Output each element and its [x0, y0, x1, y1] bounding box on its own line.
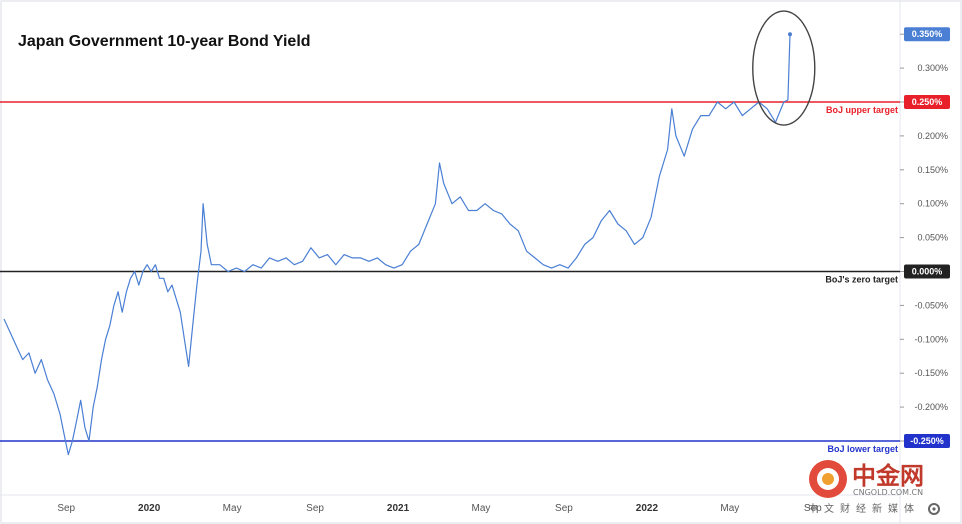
x-tick-label: Sep — [57, 503, 75, 514]
highlight-ellipse — [752, 10, 816, 126]
x-tick-label: May — [223, 503, 242, 514]
reference-line-label: BoJ upper target — [826, 105, 898, 115]
reference-line-label: BoJ's zero target — [825, 275, 898, 285]
y-tick-label: -0.050% — [914, 300, 948, 310]
last-value-badge-text: 0.350% — [912, 29, 943, 39]
reference-badge-text: 0.000% — [912, 267, 943, 277]
reference-line-label: BoJ lower target — [827, 444, 898, 454]
y-tick-label: -0.150% — [914, 368, 948, 378]
x-tick-label: Sep — [306, 503, 324, 514]
x-tick-label: May — [472, 503, 491, 514]
watermark-tagline: 中文财经新媒体 — [808, 502, 920, 515]
settings-gear-icon[interactable] — [928, 503, 940, 515]
watermark-name: 中金网 — [852, 462, 924, 490]
reference-badge — [904, 434, 950, 448]
y-tick-label: -0.200% — [914, 402, 948, 412]
x-tick-label: 2022 — [636, 503, 659, 514]
y-tick-label: 0.200% — [917, 131, 948, 141]
x-tick-label: 2021 — [387, 503, 410, 514]
watermark-logo-core — [822, 473, 834, 485]
x-tick-label: Sep — [555, 503, 573, 514]
chart-title: Japan Government 10-year Bond Yield — [18, 33, 311, 50]
x-tick-label: 2020 — [138, 503, 161, 514]
reference-badge-text: 0.250% — [912, 97, 943, 107]
y-tick-label: 0.100% — [917, 199, 948, 209]
series-line — [3, 34, 791, 456]
watermark-site: CNGOLD.COM.CN — [853, 488, 923, 497]
y-tick-label: 0.150% — [917, 165, 948, 175]
y-axis: 0.300% 0.200% 0.150% 0.100% 0.050% -0.050% -0.… — [900, 33, 948, 442]
annotation-layer — [752, 10, 816, 126]
series-last-point — [788, 32, 792, 37]
last-value-badge — [904, 27, 950, 42]
watermark: 中金网 CNGOLD.COM.CN 中文财经新媒体 — [808, 460, 924, 515]
reference-badge — [904, 264, 950, 279]
y-tick-label: -0.100% — [914, 334, 948, 344]
y-tick-label: 0.300% — [917, 63, 948, 73]
reference-badge — [904, 95, 950, 109]
y-tick-label: 0.050% — [917, 233, 948, 243]
reference-badge-text: -0.250% — [910, 436, 944, 446]
x-tick-label: Sep — [804, 503, 822, 514]
series-layer — [3, 32, 792, 456]
x-tick-label: May — [720, 503, 739, 514]
x-axis: Sep 2020 May Sep 2021 May Sep 2022 May Sep — [57, 503, 822, 514]
